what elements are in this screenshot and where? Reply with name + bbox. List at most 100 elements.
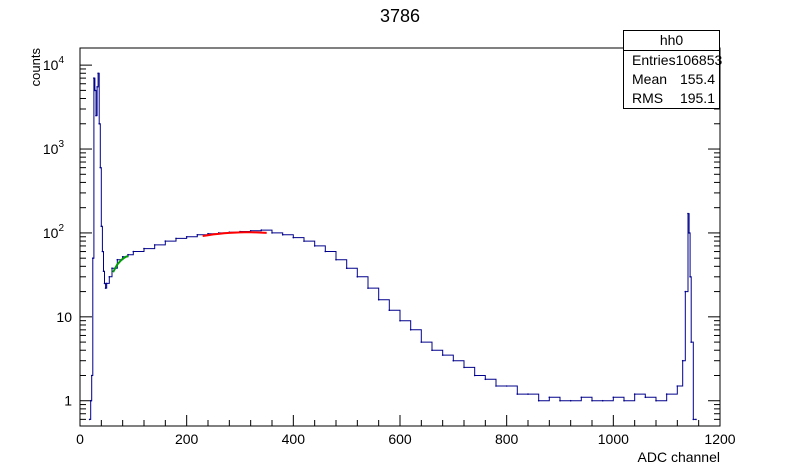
histogram-bin-point [644,396,647,399]
histogram-bin-point [164,240,167,242]
histogram-bin-point [495,385,497,387]
histogram-bin-point [111,267,113,270]
histogram-bin-point [185,236,188,238]
histogram-bin-point [681,359,684,362]
x-tick-label: 800 [495,431,519,447]
histogram-bin-point [271,232,273,234]
x-tick-label: 0 [76,431,84,447]
stats-value: 195.1 [679,90,715,106]
histogram-bin-point [623,399,625,402]
histogram-bin-point [687,212,689,215]
histogram-bin-point [313,245,316,247]
histogram-bin-point [559,399,561,402]
x-tick-label: 400 [282,431,306,447]
histogram-bin-point [601,399,604,402]
histogram-bin-point [569,399,572,402]
histogram-bin-point [101,250,104,253]
histogram-bin-point [484,378,487,381]
histogram-bin-point [367,287,369,289]
stats-label: RMS [632,90,664,106]
histogram-bin-point [591,399,593,402]
stats-value: 106853 [675,52,723,68]
histogram-bin-point [345,267,348,270]
y-tick-label: 104 [43,55,65,73]
histogram-bin-point [96,86,98,88]
y-tick-label: 102 [43,223,65,241]
histogram-bin-point [93,77,95,79]
histogram-bin-point [102,270,105,273]
histogram-bin-point [665,393,668,395]
histogram-bin-point [196,234,199,236]
histogram-bin-point [121,255,124,258]
y-tick-label: 10 [56,309,72,325]
histogram-bin-point [473,374,476,377]
histogram-bin-point [127,253,129,256]
histogram-bin-point [655,399,657,402]
histogram-bin-point [527,393,529,395]
histogram-bin-point [356,276,359,278]
stats-box-title: hh0 [624,31,719,51]
histogram-bin-point [108,276,111,278]
histogram-bin-point [420,341,423,343]
histogram-series-line [89,72,696,420]
histogram-bin-point [692,418,695,421]
histogram-bin-point [303,240,305,242]
histogram-bin-point [580,396,583,399]
histogram-bin-point [409,329,412,331]
histogram-bin-point [116,258,119,261]
histogram-bin-point [463,366,465,369]
histogram-bin-point [612,396,615,399]
histogram-bin-point [695,418,697,421]
histogram-bin-point [132,250,135,253]
histogram-bin-point [98,123,100,125]
histogram-bin-point [88,418,91,421]
stats-row-rms: RMS 195.1 [624,89,719,108]
x-tick-label: 1200 [704,431,735,447]
chart-title: 3786 [380,6,420,26]
histogram-bin-point [688,232,690,234]
histogram-bin-point [95,114,97,117]
histogram-bin-point [324,250,327,253]
histogram-bin-point [452,359,455,362]
histogram-bin-point [548,396,551,399]
histogram-bin-point [516,393,519,395]
y-tick-label: 103 [43,139,65,157]
histogram-bin-point [99,166,102,169]
histogram-bin-point [90,374,93,377]
histogram-bin-point [143,247,145,250]
histogram-bin-point [689,276,691,278]
histogram-bin-point [388,309,391,312]
histogram-bin-point [97,72,99,75]
stats-box: hh0 Entries 106853 Mean 155.4 RMS 195.1 [623,30,722,109]
stats-label: Mean [632,71,668,87]
x-tick-label: 200 [175,431,199,447]
histogram-bin-point [175,237,177,240]
histogram-bin-point [537,399,540,402]
histogram-bin-point [153,244,156,246]
histogram-bin-point [690,341,692,343]
stats-row-mean: Mean 155.4 [624,70,719,89]
histogram-bin-point [399,319,401,322]
fit-curve [202,231,267,237]
histogram-bin-point [676,385,679,387]
histogram-bin-point [335,258,337,261]
histogram-bin-point [260,229,263,231]
histogram-bin-point [292,236,295,239]
stats-label: Entries [632,52,676,68]
stats-row-entries: Entries 106853 [624,51,722,70]
histogram-bin-point [207,232,209,235]
histogram-bin-point [281,234,284,236]
histogram-bin-point [505,385,508,387]
histogram-bin-point [104,287,107,289]
x-axis-label: ADC channel [638,449,721,465]
histogram-bin-point [377,298,380,301]
histogram-bin-point [441,354,444,356]
histogram-bin-point [105,282,108,285]
x-tick-label: 600 [388,431,412,447]
histogram-bin-point [633,393,636,395]
fit-curve [112,255,129,273]
histogram-bin-point [431,349,433,352]
histogram-bin-point [92,257,94,260]
histogram-bin-point [100,225,103,228]
